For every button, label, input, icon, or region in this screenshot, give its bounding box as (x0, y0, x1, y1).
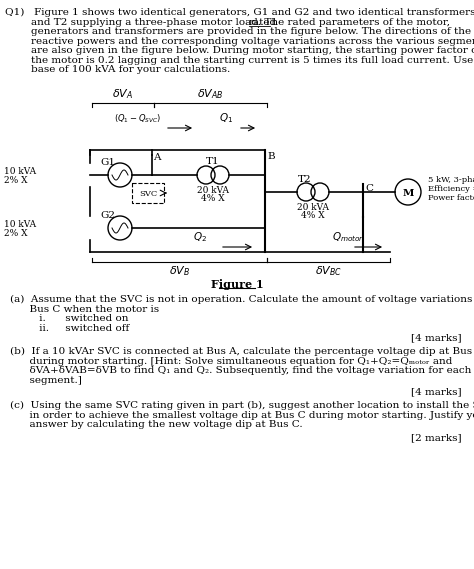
Text: (c)  Using the same SVC rating given in part (b), suggest another location to in: (c) Using the same SVC rating given in p… (10, 401, 474, 410)
Text: T2: T2 (298, 175, 312, 183)
Text: during motor starting. [Hint: Solve simultaneous equation for Q₁+Q₂=Qₘₒₜₒᵣ and: during motor starting. [Hint: Solve simu… (10, 357, 452, 365)
Text: $Q_{motor}$: $Q_{motor}$ (332, 230, 365, 244)
Text: (b)  If a 10 kVAr SVC is connected at Bus A, calculate the percentage voltage di: (b) If a 10 kVAr SVC is connected at Bus… (10, 347, 474, 356)
Text: reactive powers and the corresponding voltage variations across the various segm: reactive powers and the corresponding vo… (5, 36, 474, 46)
Text: Power factor = 0.8 lag: Power factor = 0.8 lag (428, 194, 474, 202)
Text: in order to achieve the smallest voltage dip at Bus C during motor starting. Jus: in order to achieve the smallest voltage… (10, 410, 474, 419)
Text: Efficiency = 90%: Efficiency = 90% (428, 185, 474, 193)
Text: and T2 supplying a three-phase motor load. The rated parameters of the motor,: and T2 supplying a three-phase motor loa… (5, 18, 450, 27)
Text: $\delta V_{BC}$: $\delta V_{BC}$ (315, 264, 342, 278)
Text: $\delta V_B$: $\delta V_B$ (169, 264, 190, 278)
Text: G2: G2 (100, 211, 116, 220)
Text: 2% X: 2% X (4, 175, 27, 184)
Text: (a)  Assume that the SVC is not in operation. Calculate the amount of voltage va: (a) Assume that the SVC is not in operat… (10, 295, 474, 304)
Text: segment.]: segment.] (10, 376, 82, 385)
Text: answer by calculating the new voltage dip at Bus C.: answer by calculating the new voltage di… (10, 420, 302, 429)
Text: 20 kVA: 20 kVA (197, 186, 229, 195)
Text: [2 marks]: [2 marks] (411, 434, 462, 443)
Text: G1: G1 (100, 158, 116, 167)
Text: 20 kVA: 20 kVA (297, 203, 329, 212)
Text: rated: rated (249, 18, 277, 27)
Text: 4% X: 4% X (301, 211, 325, 220)
Text: SVC: SVC (139, 190, 157, 198)
Text: Bus C when the motor is: Bus C when the motor is (10, 304, 159, 314)
Text: $Q_2$: $Q_2$ (193, 230, 207, 244)
Text: $\delta V_{AB}$: $\delta V_{AB}$ (197, 87, 224, 101)
Text: base of 100 kVA for your calculations.: base of 100 kVA for your calculations. (5, 65, 230, 74)
Text: $(Q_1-Q_{SVC})$: $(Q_1-Q_{SVC})$ (114, 113, 162, 125)
Text: Figure 1: Figure 1 (210, 279, 264, 290)
Text: M: M (402, 188, 414, 197)
Text: 10 kVA: 10 kVA (4, 220, 36, 229)
Text: A: A (153, 153, 161, 162)
Text: C: C (365, 184, 373, 193)
Text: T1: T1 (206, 156, 220, 166)
Text: δVA+δVAB=δVB to find Q₁ and Q₂. Subsequently, find the voltage variation for eac: δVA+δVAB=δVB to find Q₁ and Q₂. Subseque… (10, 366, 471, 375)
Text: B: B (267, 152, 274, 161)
Text: $Q_1$: $Q_1$ (219, 111, 233, 125)
Text: ii.     switched off: ii. switched off (10, 324, 129, 332)
Text: 10 kVA: 10 kVA (4, 167, 36, 175)
Text: [4 marks]: [4 marks] (411, 333, 462, 342)
Text: 2% X: 2% X (4, 229, 27, 237)
Text: the motor is 0.2 lagging and the starting current is 5 times its full load curre: the motor is 0.2 lagging and the startin… (5, 56, 474, 64)
Text: generators and transformers are provided in the figure below. The directions of : generators and transformers are provided… (5, 27, 471, 36)
Text: $\delta V_A$: $\delta V_A$ (112, 87, 134, 101)
Text: 4% X: 4% X (201, 194, 225, 203)
Text: i.      switched on: i. switched on (10, 314, 128, 323)
Text: [4 marks]: [4 marks] (411, 387, 462, 396)
Text: are also given in the figure below. During motor starting, the starting power fa: are also given in the figure below. Duri… (5, 46, 474, 55)
Text: Q1)   Figure 1 shows two identical generators, G1 and G2 and two identical trans: Q1) Figure 1 shows two identical generat… (5, 8, 474, 17)
Text: 5 kW, 3-phase: 5 kW, 3-phase (428, 176, 474, 184)
